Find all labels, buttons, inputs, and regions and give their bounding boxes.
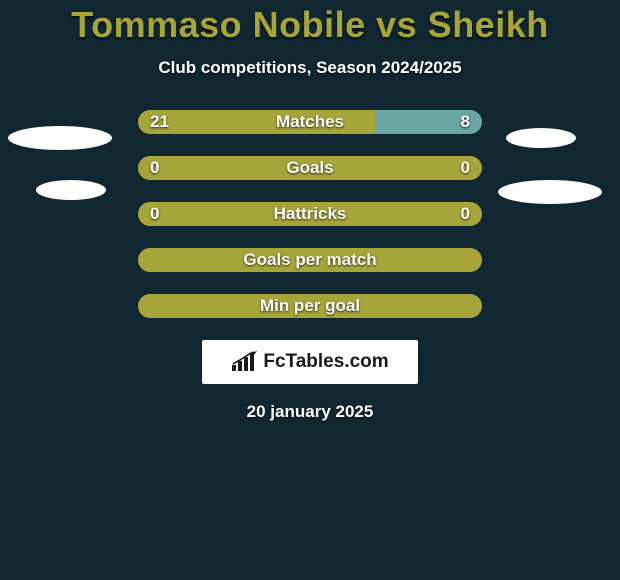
decorative-ellipse [498, 180, 602, 204]
metric-bar [138, 248, 482, 272]
metric-row: 00Goals [0, 156, 620, 180]
comparison-infographic: Tommaso Nobile vs Sheikh Club competitio… [0, 0, 620, 580]
value-left: 0 [150, 202, 159, 226]
bar-segment-left [138, 248, 482, 272]
metric-row: Goals per match [0, 248, 620, 272]
page-title: Tommaso Nobile vs Sheikh [0, 4, 620, 46]
metric-bar [138, 202, 482, 226]
chart-icon [231, 351, 257, 373]
metric-row: Min per goal [0, 294, 620, 318]
decorative-ellipse [36, 180, 106, 200]
subtitle: Club competitions, Season 2024/2025 [0, 58, 620, 78]
date-text: 20 january 2025 [0, 402, 620, 422]
value-right: 0 [461, 156, 470, 180]
logo-text: FcTables.com [263, 351, 388, 373]
metric-bar [138, 110, 482, 134]
value-right: 8 [461, 110, 470, 134]
bar-segment-left [138, 294, 482, 318]
metric-bar [138, 294, 482, 318]
metric-row: 218Matches [0, 110, 620, 134]
value-right: 0 [461, 202, 470, 226]
fctables-logo: FcTables.com [202, 340, 418, 384]
value-left: 0 [150, 156, 159, 180]
metric-row: 00Hattricks [0, 202, 620, 226]
bar-segment-left [138, 202, 482, 226]
metric-bar [138, 156, 482, 180]
value-left: 21 [150, 110, 169, 134]
bar-segment-left [138, 156, 482, 180]
bar-segment-left [138, 110, 375, 134]
